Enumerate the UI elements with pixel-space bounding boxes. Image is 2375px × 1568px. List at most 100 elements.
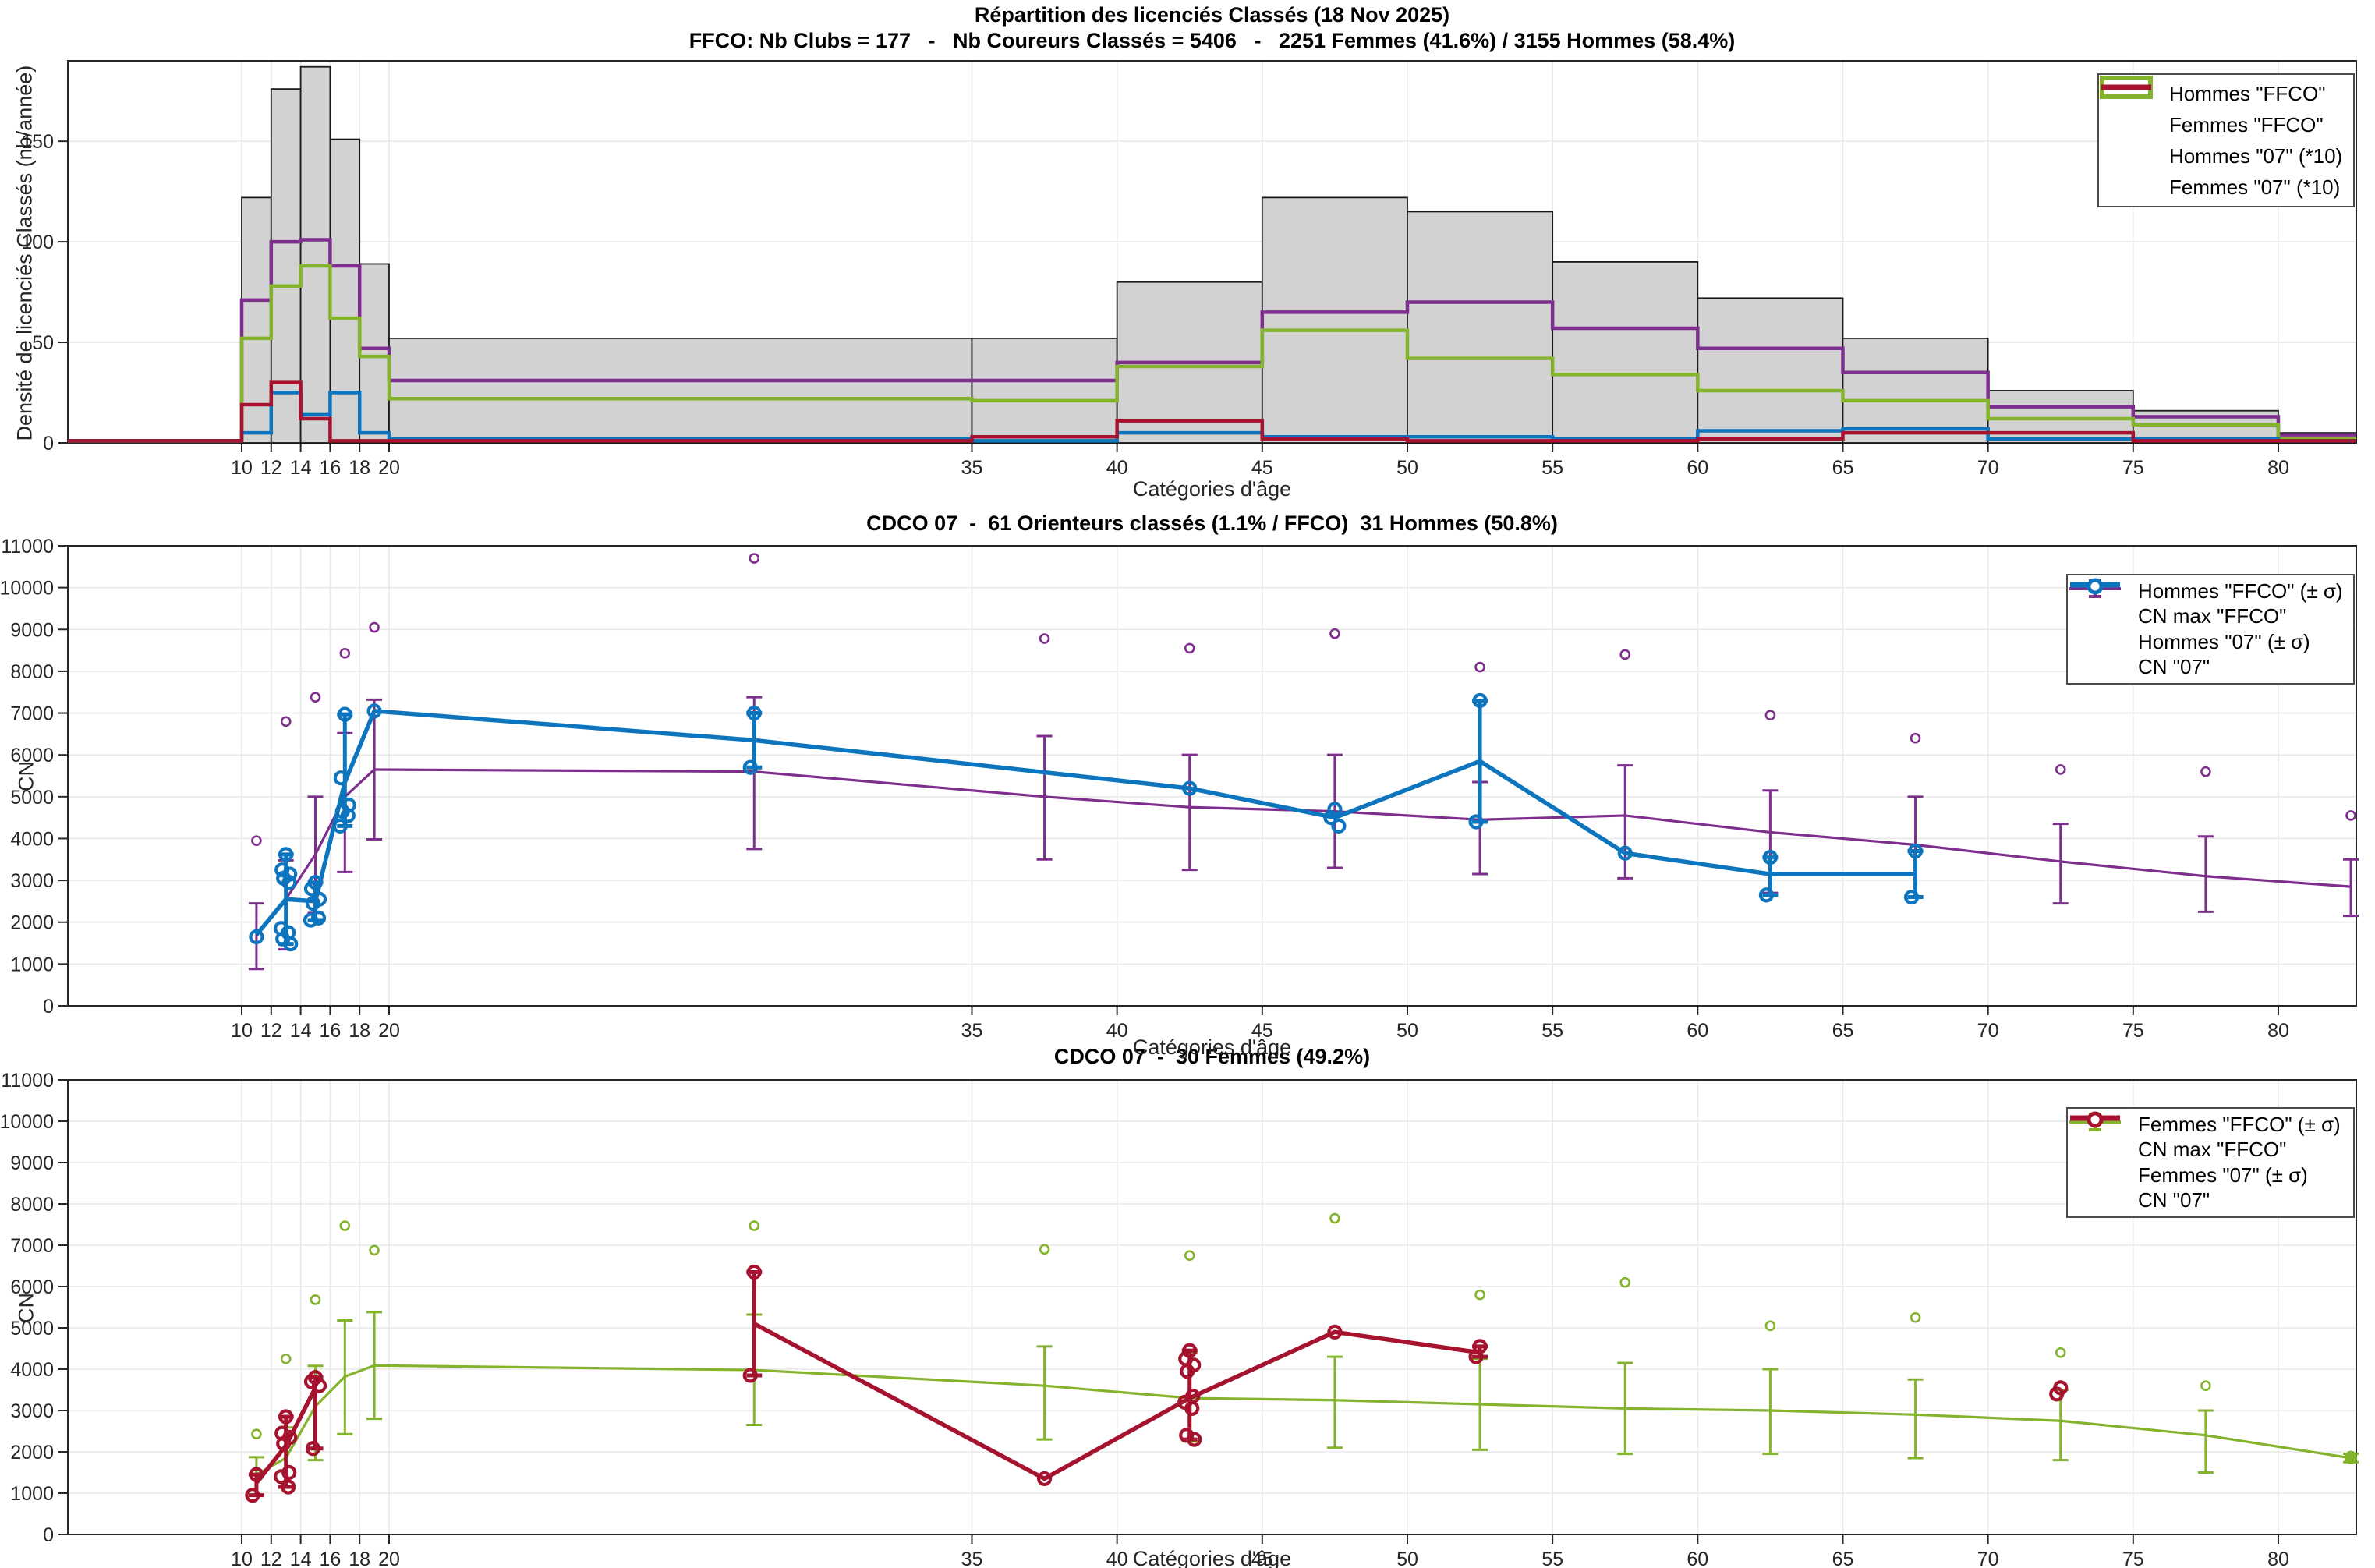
legend-label: Femmes "FFCO" (± σ) bbox=[2138, 1112, 2341, 1136]
chart2-title: CDCO 07 - 61 Orienteurs classés (1.1% / … bbox=[866, 511, 1558, 535]
cn-max-point bbox=[310, 692, 321, 703]
cn-point bbox=[742, 1368, 758, 1383]
legend-item: CN "07" bbox=[2076, 1111, 2345, 1212]
cn-point bbox=[1323, 810, 1339, 826]
legend-item: Femmes "FFCO" bbox=[2100, 76, 2345, 137]
cn-max-point bbox=[369, 621, 380, 633]
cn-point bbox=[303, 912, 319, 928]
chart3-ylabel: CN bbox=[14, 1293, 38, 1323]
y-tick-label: 7000 bbox=[10, 703, 54, 725]
x-tick-label: 80 bbox=[2267, 457, 2289, 479]
cn-point bbox=[1327, 1324, 1343, 1340]
legend-label: Hommes "FFCO" bbox=[2169, 81, 2326, 105]
y-tick-label: 8000 bbox=[10, 661, 54, 683]
y-tick-label: 50 bbox=[32, 332, 54, 354]
cn-point bbox=[337, 706, 352, 722]
cn-point bbox=[1758, 887, 1775, 903]
y-tick-label: 9000 bbox=[10, 619, 54, 641]
cn-max-point bbox=[1764, 1320, 1776, 1332]
cn-max-point bbox=[339, 648, 351, 659]
legend-label: CN "07" bbox=[2138, 655, 2210, 679]
cn-point bbox=[311, 1378, 327, 1393]
chart2-ylabel: CN bbox=[14, 761, 38, 791]
legend-label: Hommes "07" (*10) bbox=[2169, 143, 2343, 168]
legend-label: CN max "FFCO" bbox=[2138, 604, 2287, 628]
x-tick-label: 16 bbox=[319, 457, 341, 479]
cn-max-point bbox=[1910, 732, 1921, 744]
legend-item: Femmes "07" (*10) bbox=[2101, 84, 2345, 200]
histogram-bar bbox=[1987, 390, 2134, 444]
x-tick-label: 75 bbox=[2122, 1549, 2144, 1568]
y-tick-label: 8000 bbox=[10, 1194, 54, 1216]
histogram-bar bbox=[299, 65, 331, 444]
y-tick-label: 6000 bbox=[10, 1276, 54, 1298]
legend-item: Hommes "FFCO" (± σ) bbox=[2069, 579, 2345, 603]
x-tick-label: 18 bbox=[349, 457, 370, 479]
cn-point bbox=[245, 1488, 260, 1503]
cn-max-point bbox=[749, 553, 760, 564]
histogram-bar bbox=[329, 138, 361, 444]
legend-item: Femmes "FFCO" (± σ) bbox=[2069, 1112, 2345, 1137]
dept-line bbox=[254, 1386, 317, 1485]
cn-point bbox=[333, 770, 349, 786]
x-tick-label: 10 bbox=[231, 1549, 253, 1568]
cn-point bbox=[742, 759, 758, 775]
legend-label: Hommes "07" (± σ) bbox=[2138, 629, 2310, 653]
x-tick-label: 14 bbox=[290, 1020, 312, 1042]
dept-line bbox=[254, 709, 1916, 936]
cn-point bbox=[281, 875, 297, 890]
histogram-bar bbox=[1261, 196, 1408, 444]
legend-label: Femmes "FFCO" bbox=[2169, 112, 2324, 136]
x-tick-label: 60 bbox=[1687, 1020, 1708, 1042]
cn-point bbox=[249, 1467, 264, 1482]
legend-item: Hommes "07" (± σ) bbox=[2070, 582, 2345, 654]
y-tick-label: 4000 bbox=[10, 828, 54, 850]
cn-max-point bbox=[1619, 649, 1631, 660]
x-tick-label: 18 bbox=[349, 1020, 370, 1042]
cn-point bbox=[305, 895, 321, 911]
cn-point bbox=[332, 818, 348, 834]
x-tick-label: 50 bbox=[1396, 1020, 1418, 1042]
x-tick-label: 12 bbox=[260, 457, 282, 479]
ffco-mean-line bbox=[255, 768, 2352, 936]
x-tick-label: 35 bbox=[961, 1020, 983, 1042]
x-tick-label: 10 bbox=[231, 1020, 253, 1042]
cn-point bbox=[1762, 849, 1779, 865]
x-tick-label: 14 bbox=[290, 1549, 312, 1568]
legend-label: CN "07" bbox=[2138, 1188, 2210, 1212]
y-tick-label: 0 bbox=[43, 996, 54, 1018]
cn-point bbox=[366, 703, 382, 719]
chart1-xlabel: Catégories d'âge bbox=[1132, 477, 1292, 501]
cn-point bbox=[1187, 1432, 1202, 1447]
cn-max-point bbox=[280, 1353, 292, 1364]
cn-max-point bbox=[310, 1294, 321, 1305]
cn-point bbox=[1617, 845, 1633, 861]
y-tick-label: 10000 bbox=[0, 1111, 54, 1133]
y-tick-label: 10000 bbox=[0, 578, 54, 600]
x-tick-label: 12 bbox=[260, 1020, 282, 1042]
cn-point bbox=[283, 936, 299, 952]
cn-max-point bbox=[1184, 642, 1195, 654]
y-tick-label: 7000 bbox=[10, 1235, 54, 1257]
y-tick-label: 3000 bbox=[10, 1400, 54, 1422]
cn-max-point bbox=[2055, 764, 2066, 775]
y-tick-label: 0 bbox=[43, 433, 54, 455]
legend-label: Femmes "07" (± σ) bbox=[2138, 1163, 2308, 1187]
cn-point bbox=[1036, 1471, 1053, 1487]
x-tick-label: 55 bbox=[1541, 1549, 1563, 1568]
cn-point bbox=[274, 1469, 289, 1485]
histogram-bar bbox=[359, 263, 390, 444]
cn-point bbox=[249, 929, 264, 945]
figure-subtitle: FFCO: Nb Clubs = 177 - Nb Coureurs Class… bbox=[688, 29, 1736, 52]
cn-point bbox=[310, 910, 327, 926]
chart1-ylabel: Densité de licenciés Classés (nb/année) bbox=[12, 65, 37, 441]
histogram-bar bbox=[971, 337, 1118, 444]
x-tick-label: 35 bbox=[961, 457, 983, 479]
step-line bbox=[68, 380, 2356, 443]
x-tick-label: 65 bbox=[1832, 1020, 1854, 1042]
histogram-bar bbox=[1842, 337, 1989, 444]
cn-max-point bbox=[1329, 1212, 1340, 1224]
x-tick-label: 18 bbox=[349, 1549, 370, 1568]
x-tick-label: 40 bbox=[1106, 457, 1128, 479]
cn-point bbox=[2049, 1386, 2065, 1402]
